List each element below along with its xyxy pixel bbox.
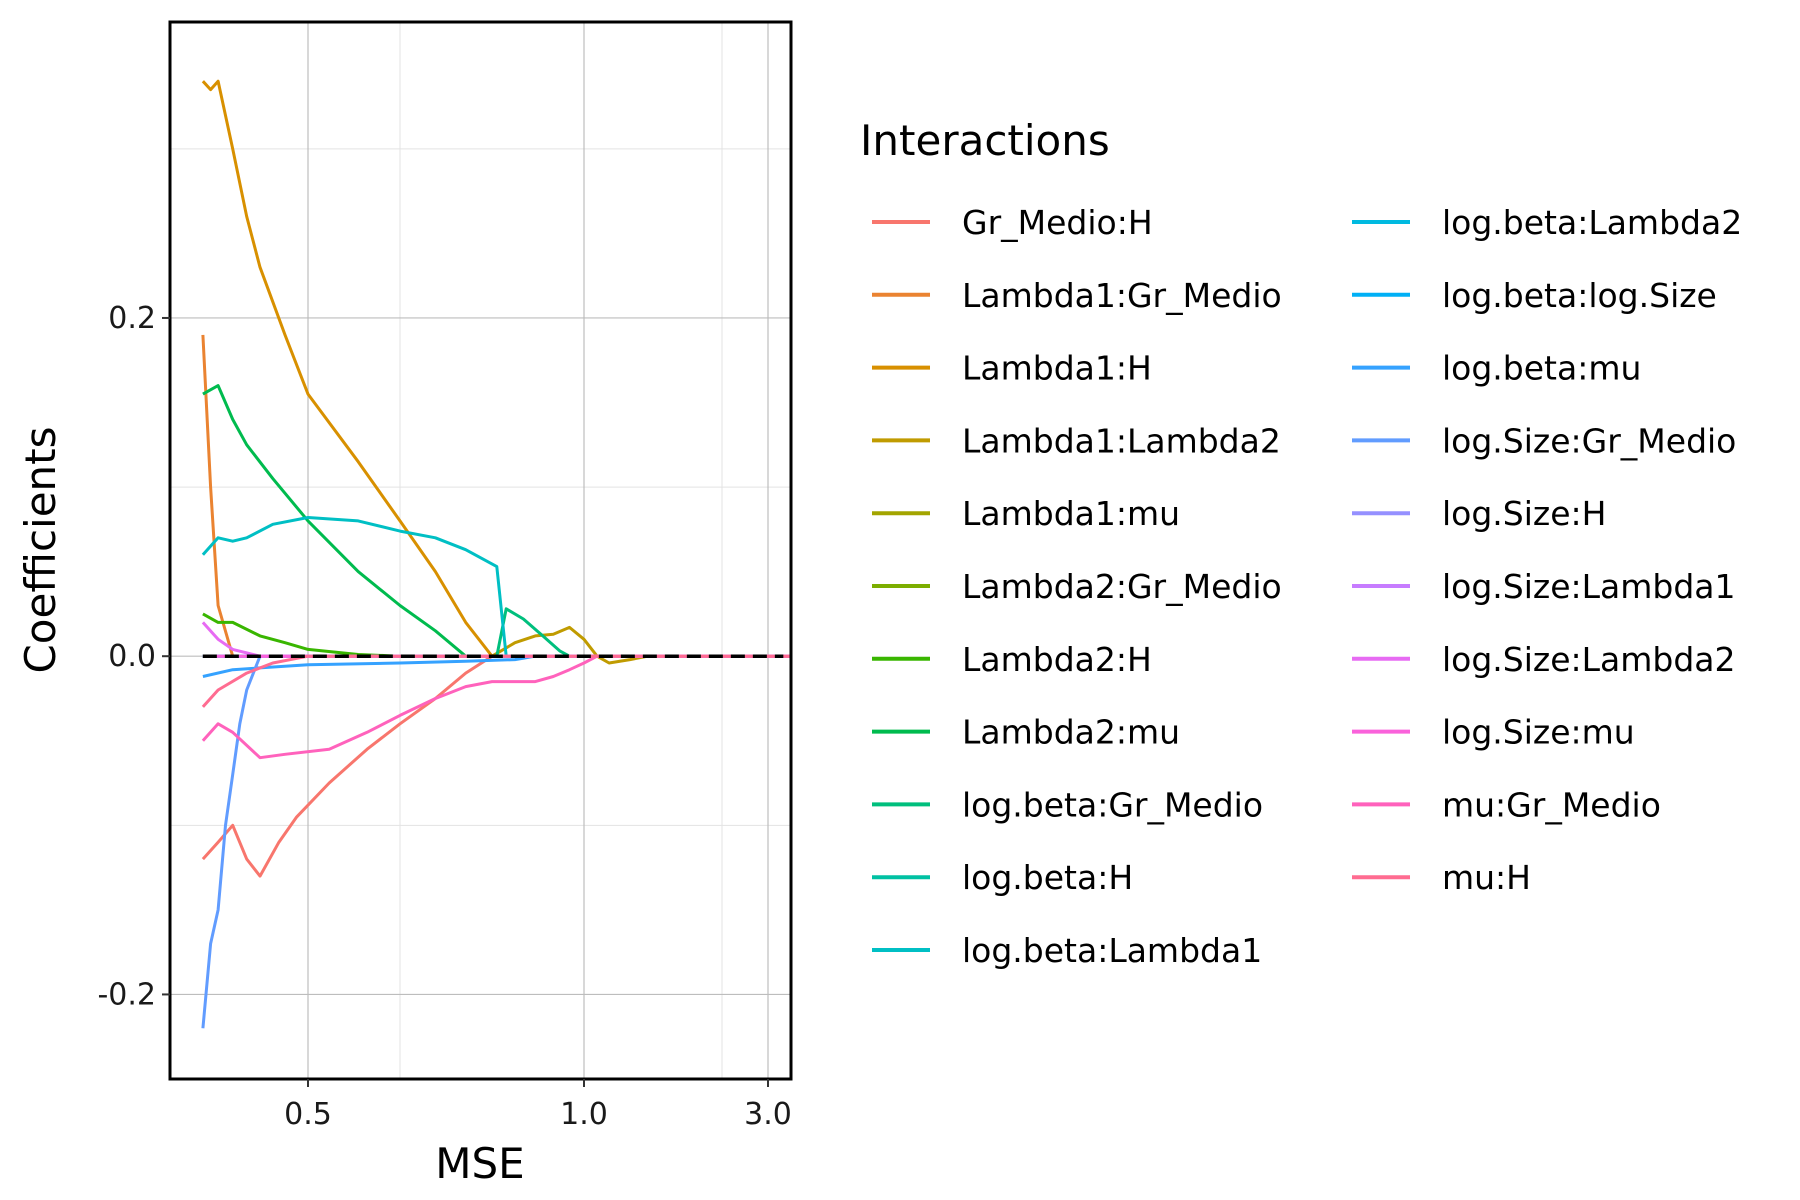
series-line-log-size-gr-medio [201, 654, 791, 1029]
legend-label: Lambda1:Gr_Medio [962, 276, 1282, 315]
x-tick-label: 3.0 [744, 1097, 792, 1132]
legend-item-gr-medio-h: Gr_Medio:H [872, 203, 1153, 242]
x-axis-ticks: 0.5 1.0 3.0 [284, 1079, 792, 1132]
legend-item-log-size-lambda1: log.Size:Lambda1 [1352, 567, 1736, 606]
legend-label: Lambda2:mu [962, 713, 1180, 752]
legend-item-lambda2-h: Lambda2:H [872, 640, 1152, 679]
series-line-lambda1-h [201, 79, 791, 658]
series-line-mu-gr-medio [201, 654, 791, 760]
legend-label: log.beta:Gr_Medio [962, 785, 1263, 824]
y-axis-title: Coefficients [16, 426, 65, 673]
legend-item-log-beta-gr-medio: log.beta:Gr_Medio [872, 785, 1263, 824]
plot-panel-border [168, 20, 793, 1081]
legend-label: Lambda1:mu [962, 494, 1180, 533]
series-line-lambda2-mu [202, 384, 791, 658]
legend-item-mu-h: mu:H [1352, 858, 1531, 897]
legend-label: Lambda1:Lambda2 [962, 421, 1281, 460]
legend-item-log-beta-log-size: log.beta:log.Size [1352, 276, 1717, 315]
legend-item-lambda1-mu: Lambda1:mu [872, 494, 1180, 533]
x-axis-title: MSE [435, 1139, 524, 1188]
legend-item-lambda2-mu: Lambda2:mu [872, 713, 1180, 752]
legend-label: log.Size:Lambda1 [1442, 567, 1736, 606]
legend-item-log-size-lambda2: log.Size:Lambda2 [1352, 640, 1736, 679]
y-tick-label: 0.2 [108, 301, 156, 336]
legend-item-lambda2-gr-medio: Lambda2:Gr_Medio [872, 567, 1282, 606]
legend-item-mu-gr-medio: mu:Gr_Medio [1352, 785, 1661, 824]
legend-label: Lambda2:Gr_Medio [962, 567, 1282, 606]
legend-label: log.Size:Gr_Medio [1442, 421, 1736, 460]
x-tick-label: 1.0 [560, 1097, 608, 1132]
legend-label: mu:Gr_Medio [1442, 785, 1661, 824]
legend-label: log.Size:Lambda2 [1442, 640, 1736, 679]
legend-label: Gr_Medio:H [962, 203, 1153, 242]
legend-item-log-beta-lambda2: log.beta:Lambda2 [1352, 203, 1742, 242]
legend-title: Interactions [860, 116, 1110, 165]
y-tick-label: 0.0 [108, 639, 156, 674]
y-axis-ticks: -0.2 0.0 0.2 [97, 301, 170, 1012]
y-tick-label: -0.2 [97, 977, 156, 1012]
x-tick-label: 0.5 [284, 1097, 332, 1132]
legend-item-log-beta-mu: log.beta:mu [1352, 349, 1641, 388]
legend: Gr_Medio:H Lambda1:Gr_Medio Lambda1:H Lambd… [872, 203, 1742, 970]
legend-label: log.Size:mu [1442, 713, 1635, 752]
legend-item-log-size-mu: log.Size:mu [1352, 713, 1635, 752]
legend-item-lambda1-h: Lambda1:H [872, 349, 1152, 388]
legend-label: mu:H [1442, 858, 1531, 897]
series-line-log-beta-lambda1 [201, 516, 791, 658]
legend-item-log-beta-lambda1: log.beta:Lambda1 [872, 931, 1262, 970]
legend-label: Lambda2:H [962, 640, 1152, 679]
legend-item-lambda1-lambda2: Lambda1:Lambda2 [872, 421, 1281, 460]
series-line-gr-medio-h [201, 654, 791, 878]
legend-label: log.beta:H [962, 858, 1133, 897]
legend-label: Lambda1:H [962, 349, 1152, 388]
series-line-lambda1-lambda2 [202, 625, 791, 665]
legend-item-log-size-gr-medio: log.Size:Gr_Medio [1352, 421, 1736, 460]
legend-item-log-beta-h: log.beta:H [872, 858, 1133, 897]
legend-label: log.beta:log.Size [1442, 276, 1717, 315]
legend-item-log-size-h: log.Size:H [1352, 494, 1606, 533]
legend-label: log.beta:mu [1442, 349, 1641, 388]
legend-label: log.beta:Lambda1 [962, 931, 1262, 970]
legend-item-lambda1-gr-medio: Lambda1:Gr_Medio [872, 276, 1282, 315]
legend-label: log.beta:Lambda2 [1442, 203, 1742, 242]
legend-label: log.Size:H [1442, 494, 1606, 533]
